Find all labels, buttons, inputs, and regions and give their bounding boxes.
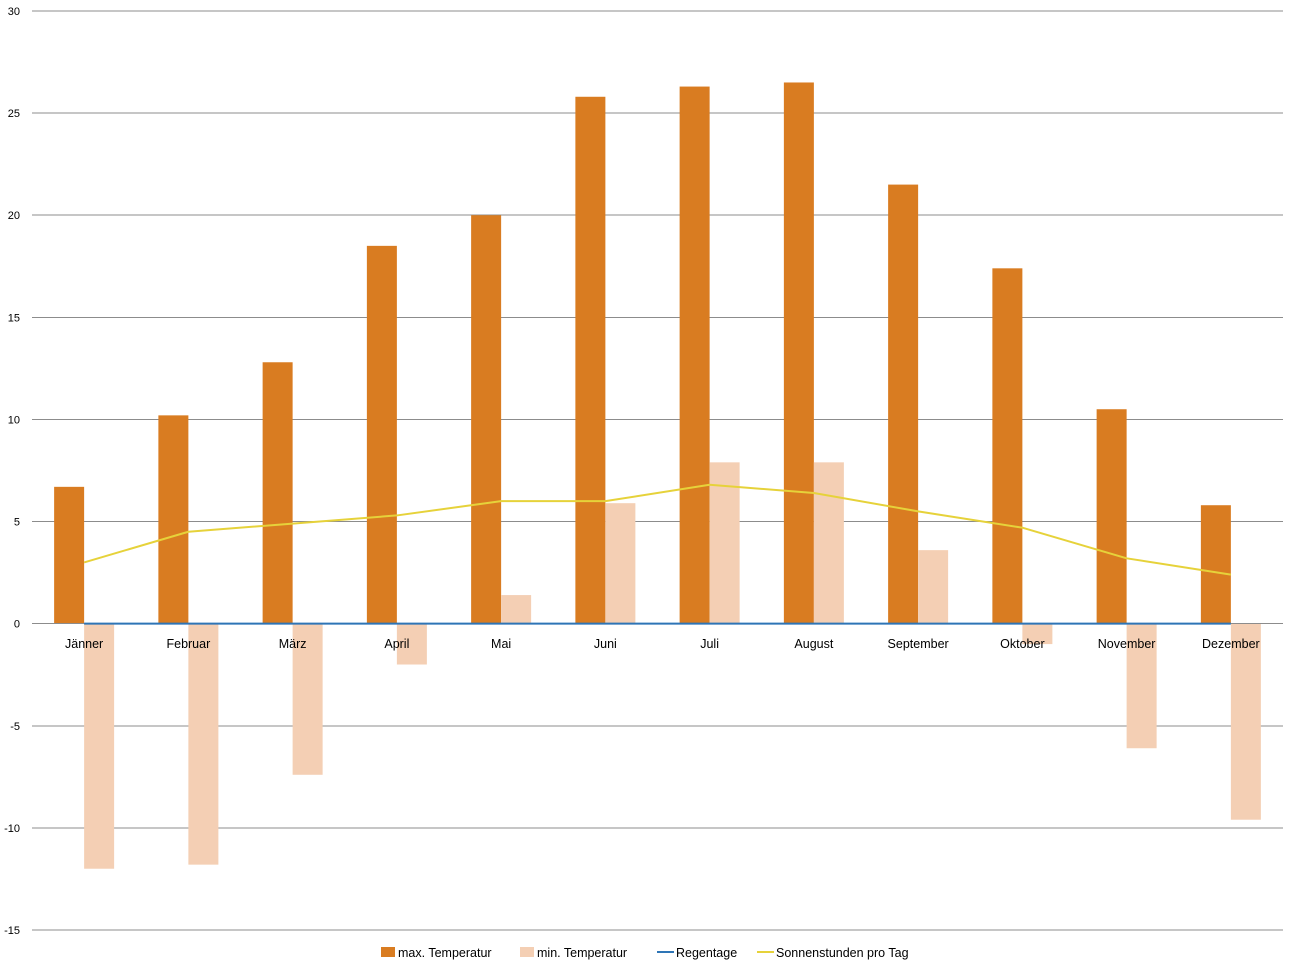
min-temp-bar [501, 595, 532, 624]
y-tick-label: 20 [8, 210, 20, 222]
legend-swatch [520, 947, 534, 957]
min-temp-bar [709, 462, 740, 624]
max-temp-bar [888, 184, 919, 624]
min-temp-bar [292, 623, 323, 775]
x-category-label: August [794, 637, 833, 651]
x-category-label: Oktober [1000, 637, 1044, 651]
legend-label: Sonnenstunden pro Tag [776, 946, 909, 960]
y-tick-label: 25 [8, 108, 20, 120]
min-temp-bar [1230, 623, 1261, 820]
y-tick-label: 10 [8, 414, 20, 426]
gridlines [32, 10, 1283, 931]
x-category-label: März [279, 637, 307, 651]
legend-label: Regentage [676, 946, 737, 960]
x-category-label: November [1098, 637, 1156, 651]
legend-swatch [381, 947, 395, 957]
max-temp-bar [575, 96, 606, 624]
max-temp-bar [1096, 409, 1127, 624]
y-tick-label: -15 [4, 925, 20, 937]
y-tick-label: 5 [14, 517, 20, 529]
min-temp-bar [1126, 623, 1157, 749]
legend-label: max. Temperatur [398, 946, 492, 960]
max-temp-bar [262, 362, 293, 624]
x-category-label: Juli [700, 637, 719, 651]
x-category-label: Februar [166, 637, 210, 651]
x-axis: Jänner Februar März April Mai Juni Juli August S… [65, 637, 1260, 651]
x-category-label: April [384, 637, 409, 651]
y-tick-label: -10 [4, 823, 20, 835]
y-tick-label: 30 [8, 6, 20, 18]
max-temp-bar [366, 245, 397, 624]
sonnenstunden-line [83, 483, 1232, 576]
y-tick-label: 0 [14, 619, 20, 631]
min-temp-bar [1022, 623, 1053, 645]
bars [54, 82, 1261, 869]
max-temp-bar [783, 82, 814, 624]
y-tick-label: -5 [10, 721, 20, 733]
legend: max. Temperatur min. Temperatur Regentage S… [381, 946, 909, 960]
min-temp-bar [84, 623, 115, 869]
min-temp-bar [605, 503, 636, 624]
y-axis: 30 25 20 15 10 5 0 -5 -10 -15 [4, 6, 20, 937]
x-category-label: Mai [491, 637, 511, 651]
min-temp-bar [918, 550, 949, 624]
max-temp-bar [679, 86, 710, 624]
min-temp-bar [188, 623, 219, 865]
legend-label: min. Temperatur [537, 946, 627, 960]
x-category-label: Juni [594, 637, 617, 651]
max-temp-bar [471, 215, 502, 624]
min-temp-bar [396, 623, 427, 665]
x-category-label: Jänner [65, 637, 103, 651]
max-temp-bar [158, 415, 189, 624]
min-temp-bar [813, 462, 844, 624]
max-temp-bar [1200, 505, 1231, 624]
y-tick-label: 15 [8, 312, 20, 324]
x-category-label: Dezember [1202, 637, 1260, 651]
max-temp-bar [54, 486, 85, 624]
series-lines [83, 483, 1232, 576]
x-category-label: September [888, 637, 949, 651]
max-temp-bar [992, 268, 1023, 624]
